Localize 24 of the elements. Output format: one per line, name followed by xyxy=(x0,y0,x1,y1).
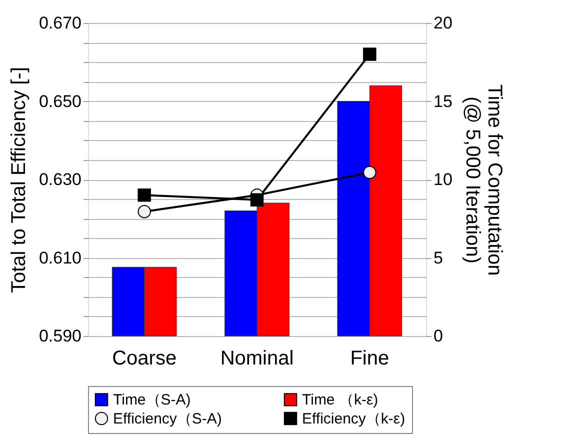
y2-tick-label: 5 xyxy=(434,248,443,268)
y2-axis-title: Time for Computation (@ 5,000 Iteration) xyxy=(461,84,506,276)
point xyxy=(138,204,151,218)
y-tick-label: 0.670 xyxy=(38,14,82,32)
y2-tick-label: 15 xyxy=(434,92,452,111)
point xyxy=(138,188,151,202)
x-tick-label: Fine xyxy=(350,348,390,370)
legend-label: Efficiency（k-ε) xyxy=(302,410,406,428)
y-tick-label: 0.630 xyxy=(38,170,82,189)
legend-label: Time（S-A) xyxy=(113,392,191,409)
y-axis-title: Total to Total Efficiency [-] xyxy=(8,66,30,294)
y2-tick-label: 20 xyxy=(434,14,452,32)
point xyxy=(250,193,264,206)
y-tick-label: 0.590 xyxy=(38,326,82,346)
x-tick-label: Nominal xyxy=(220,348,294,370)
legend-label: Efficiency（S-A) xyxy=(113,410,222,428)
y2-tick-label: 10 xyxy=(434,170,452,189)
legend-label: Time （k-ε) xyxy=(302,392,378,409)
x-tick-label: Coarse xyxy=(112,348,177,370)
y-tick-label: 0.610 xyxy=(38,248,82,268)
y2-tick-label: 0 xyxy=(434,326,443,346)
point xyxy=(363,48,376,61)
point xyxy=(363,166,376,180)
y-tick-label: 0.650 xyxy=(38,92,82,111)
